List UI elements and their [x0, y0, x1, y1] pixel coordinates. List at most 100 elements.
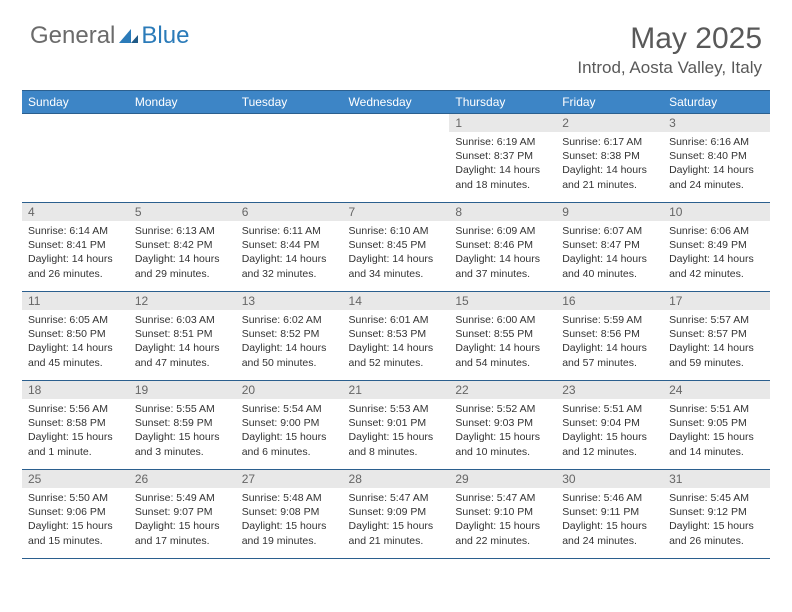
day-details: Sunrise: 5:46 AMSunset: 9:11 PMDaylight:… — [556, 488, 663, 550]
day-number: 2 — [556, 114, 663, 132]
day-cell: 15Sunrise: 6:00 AMSunset: 8:55 PMDayligh… — [449, 292, 556, 381]
day-number: 28 — [343, 470, 450, 488]
day-cell: 4Sunrise: 6:14 AMSunset: 8:41 PMDaylight… — [22, 203, 129, 292]
logo-text-blue: Blue — [141, 22, 189, 50]
day-number: 20 — [236, 381, 343, 399]
day-cell: 1Sunrise: 6:19 AMSunset: 8:37 PMDaylight… — [449, 114, 556, 203]
header: General Blue May 2025 Introd, Aosta Vall… — [0, 0, 792, 86]
day-number: 17 — [663, 292, 770, 310]
day-header-row: Sunday Monday Tuesday Wednesday Thursday… — [22, 91, 770, 114]
day-details: Sunrise: 5:53 AMSunset: 9:01 PMDaylight:… — [343, 399, 450, 461]
day-cell: 17Sunrise: 5:57 AMSunset: 8:57 PMDayligh… — [663, 292, 770, 381]
day-number: 13 — [236, 292, 343, 310]
day-number: 25 — [22, 470, 129, 488]
day-number: 10 — [663, 203, 770, 221]
week-row: 4Sunrise: 6:14 AMSunset: 8:41 PMDaylight… — [22, 203, 770, 292]
day-cell: 12Sunrise: 6:03 AMSunset: 8:51 PMDayligh… — [129, 292, 236, 381]
day-cell: 30Sunrise: 5:46 AMSunset: 9:11 PMDayligh… — [556, 470, 663, 559]
day-number: 26 — [129, 470, 236, 488]
calendar-table: Sunday Monday Tuesday Wednesday Thursday… — [22, 90, 770, 559]
day-details: Sunrise: 6:02 AMSunset: 8:52 PMDaylight:… — [236, 310, 343, 372]
day-cell: 5Sunrise: 6:13 AMSunset: 8:42 PMDaylight… — [129, 203, 236, 292]
day-details: Sunrise: 6:03 AMSunset: 8:51 PMDaylight:… — [129, 310, 236, 372]
day-details: Sunrise: 6:01 AMSunset: 8:53 PMDaylight:… — [343, 310, 450, 372]
day-header: Tuesday — [236, 91, 343, 114]
day-details: Sunrise: 5:55 AMSunset: 8:59 PMDaylight:… — [129, 399, 236, 461]
day-cell — [236, 114, 343, 203]
week-row: 18Sunrise: 5:56 AMSunset: 8:58 PMDayligh… — [22, 381, 770, 470]
day-number: 16 — [556, 292, 663, 310]
day-cell — [129, 114, 236, 203]
logo-icon — [118, 26, 140, 46]
logo: General Blue — [30, 22, 189, 50]
day-details: Sunrise: 5:51 AMSunset: 9:05 PMDaylight:… — [663, 399, 770, 461]
day-number: 11 — [22, 292, 129, 310]
day-number: 18 — [22, 381, 129, 399]
day-cell: 6Sunrise: 6:11 AMSunset: 8:44 PMDaylight… — [236, 203, 343, 292]
day-details: Sunrise: 6:00 AMSunset: 8:55 PMDaylight:… — [449, 310, 556, 372]
day-number: 9 — [556, 203, 663, 221]
day-header: Friday — [556, 91, 663, 114]
day-cell: 25Sunrise: 5:50 AMSunset: 9:06 PMDayligh… — [22, 470, 129, 559]
day-cell: 16Sunrise: 5:59 AMSunset: 8:56 PMDayligh… — [556, 292, 663, 381]
day-cell: 22Sunrise: 5:52 AMSunset: 9:03 PMDayligh… — [449, 381, 556, 470]
week-row: 11Sunrise: 6:05 AMSunset: 8:50 PMDayligh… — [22, 292, 770, 381]
day-details: Sunrise: 6:10 AMSunset: 8:45 PMDaylight:… — [343, 221, 450, 283]
day-number: 5 — [129, 203, 236, 221]
day-cell: 19Sunrise: 5:55 AMSunset: 8:59 PMDayligh… — [129, 381, 236, 470]
title-block: May 2025 Introd, Aosta Valley, Italy — [577, 22, 762, 78]
day-cell — [22, 114, 129, 203]
day-number: 21 — [343, 381, 450, 399]
day-number: 8 — [449, 203, 556, 221]
week-row: 25Sunrise: 5:50 AMSunset: 9:06 PMDayligh… — [22, 470, 770, 559]
day-number: 29 — [449, 470, 556, 488]
day-details: Sunrise: 5:48 AMSunset: 9:08 PMDaylight:… — [236, 488, 343, 550]
day-header: Monday — [129, 91, 236, 114]
day-header: Thursday — [449, 91, 556, 114]
day-number: 3 — [663, 114, 770, 132]
day-details: Sunrise: 6:05 AMSunset: 8:50 PMDaylight:… — [22, 310, 129, 372]
day-details: Sunrise: 5:52 AMSunset: 9:03 PMDaylight:… — [449, 399, 556, 461]
day-cell: 13Sunrise: 6:02 AMSunset: 8:52 PMDayligh… — [236, 292, 343, 381]
day-details: Sunrise: 6:09 AMSunset: 8:46 PMDaylight:… — [449, 221, 556, 283]
day-cell: 18Sunrise: 5:56 AMSunset: 8:58 PMDayligh… — [22, 381, 129, 470]
day-cell: 11Sunrise: 6:05 AMSunset: 8:50 PMDayligh… — [22, 292, 129, 381]
day-details: Sunrise: 5:45 AMSunset: 9:12 PMDaylight:… — [663, 488, 770, 550]
day-cell: 3Sunrise: 6:16 AMSunset: 8:40 PMDaylight… — [663, 114, 770, 203]
day-details: Sunrise: 5:56 AMSunset: 8:58 PMDaylight:… — [22, 399, 129, 461]
day-cell: 20Sunrise: 5:54 AMSunset: 9:00 PMDayligh… — [236, 381, 343, 470]
day-details: Sunrise: 6:17 AMSunset: 8:38 PMDaylight:… — [556, 132, 663, 194]
day-cell — [343, 114, 450, 203]
day-number: 14 — [343, 292, 450, 310]
day-cell: 26Sunrise: 5:49 AMSunset: 9:07 PMDayligh… — [129, 470, 236, 559]
day-details: Sunrise: 6:07 AMSunset: 8:47 PMDaylight:… — [556, 221, 663, 283]
day-cell: 28Sunrise: 5:47 AMSunset: 9:09 PMDayligh… — [343, 470, 450, 559]
day-cell: 23Sunrise: 5:51 AMSunset: 9:04 PMDayligh… — [556, 381, 663, 470]
day-cell: 29Sunrise: 5:47 AMSunset: 9:10 PMDayligh… — [449, 470, 556, 559]
day-number: 22 — [449, 381, 556, 399]
day-number: 1 — [449, 114, 556, 132]
day-details: Sunrise: 5:47 AMSunset: 9:10 PMDaylight:… — [449, 488, 556, 550]
day-number: 4 — [22, 203, 129, 221]
logo-text-general: General — [30, 22, 115, 50]
day-cell: 10Sunrise: 6:06 AMSunset: 8:49 PMDayligh… — [663, 203, 770, 292]
day-cell: 14Sunrise: 6:01 AMSunset: 8:53 PMDayligh… — [343, 292, 450, 381]
day-number: 19 — [129, 381, 236, 399]
day-details: Sunrise: 5:47 AMSunset: 9:09 PMDaylight:… — [343, 488, 450, 550]
day-header: Wednesday — [343, 91, 450, 114]
day-header: Sunday — [22, 91, 129, 114]
day-cell: 31Sunrise: 5:45 AMSunset: 9:12 PMDayligh… — [663, 470, 770, 559]
day-number: 23 — [556, 381, 663, 399]
day-number: 27 — [236, 470, 343, 488]
day-details: Sunrise: 5:57 AMSunset: 8:57 PMDaylight:… — [663, 310, 770, 372]
location: Introd, Aosta Valley, Italy — [577, 58, 762, 78]
day-cell: 8Sunrise: 6:09 AMSunset: 8:46 PMDaylight… — [449, 203, 556, 292]
day-details: Sunrise: 5:50 AMSunset: 9:06 PMDaylight:… — [22, 488, 129, 550]
day-cell: 7Sunrise: 6:10 AMSunset: 8:45 PMDaylight… — [343, 203, 450, 292]
day-details: Sunrise: 6:16 AMSunset: 8:40 PMDaylight:… — [663, 132, 770, 194]
week-row: 1Sunrise: 6:19 AMSunset: 8:37 PMDaylight… — [22, 114, 770, 203]
day-cell: 9Sunrise: 6:07 AMSunset: 8:47 PMDaylight… — [556, 203, 663, 292]
day-number: 30 — [556, 470, 663, 488]
day-details: Sunrise: 6:19 AMSunset: 8:37 PMDaylight:… — [449, 132, 556, 194]
day-number: 6 — [236, 203, 343, 221]
